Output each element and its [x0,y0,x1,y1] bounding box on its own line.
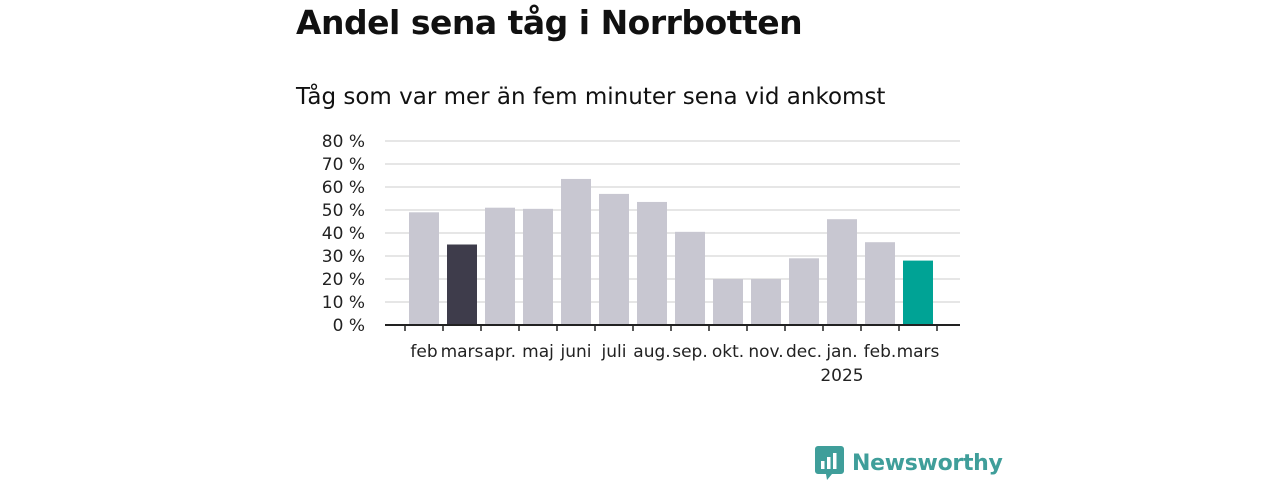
bar-1 [447,244,477,325]
bar-11 [827,219,857,325]
x-tick-label: sep. [672,342,708,362]
y-tick-label: 60 % [322,178,365,198]
bar-0 [409,212,439,325]
x-tick-label: juni [560,342,592,362]
x-axis [385,324,960,331]
chart-title: Andel sena tåg i Norrbotten [296,3,803,42]
y-tick-label: 0 % [333,316,365,336]
bar-7 [675,231,705,325]
y-tick-label: 10 % [322,293,365,313]
x-tick-label: feb. [864,342,897,362]
bar-8 [713,279,743,325]
x-tick-label: mars [441,342,484,362]
x-tick-label: jan. [825,342,857,362]
bar-12 [865,242,895,325]
x-tick-label: feb [410,342,437,362]
bar-6 [637,201,667,325]
y-axis-tick-labels: 0 % 10 % 20 % 30 % 40 % 50 % 60 % 70 % 80 % [322,132,365,336]
x-axis-tick-labels: feb mars apr. maj juni juli aug. sep. okt. nov. de… [410,342,939,386]
gridlines [385,140,960,303]
newsworthy-logo: Newsworthy [815,446,1003,480]
y-tick-label: 50 % [322,201,365,221]
y-tick-label: 40 % [322,224,365,244]
y-tick-label: 30 % [322,247,365,267]
y-tick-label: 20 % [322,270,365,290]
chart-subtitle: Tåg som var mer än fem minuter sena vid … [296,84,886,110]
bar-3 [523,208,553,325]
newsworthy-logo-text: Newsworthy [852,450,1003,476]
newsworthy-logo-icon [815,446,844,480]
bar-5 [599,193,629,325]
bar-13 [903,260,933,325]
x-tick-sublabel: 2025 [820,366,863,386]
bar-2 [485,207,515,325]
bar-9 [751,279,781,325]
bars [409,178,933,325]
x-tick-label: maj [522,342,554,362]
x-tick-label: nov. [748,342,783,362]
y-tick-label: 70 % [322,155,365,175]
x-tick-label: okt. [712,342,744,362]
x-tick-label: aug. [633,342,670,362]
x-tick-label: dec. [786,342,822,362]
bar-10 [789,258,819,325]
x-tick-label: juli [601,342,627,362]
y-tick-label: 80 % [322,132,365,152]
x-tick-label: apr. [484,342,516,362]
bar-4 [561,178,591,325]
x-tick-label: mars [897,342,940,362]
